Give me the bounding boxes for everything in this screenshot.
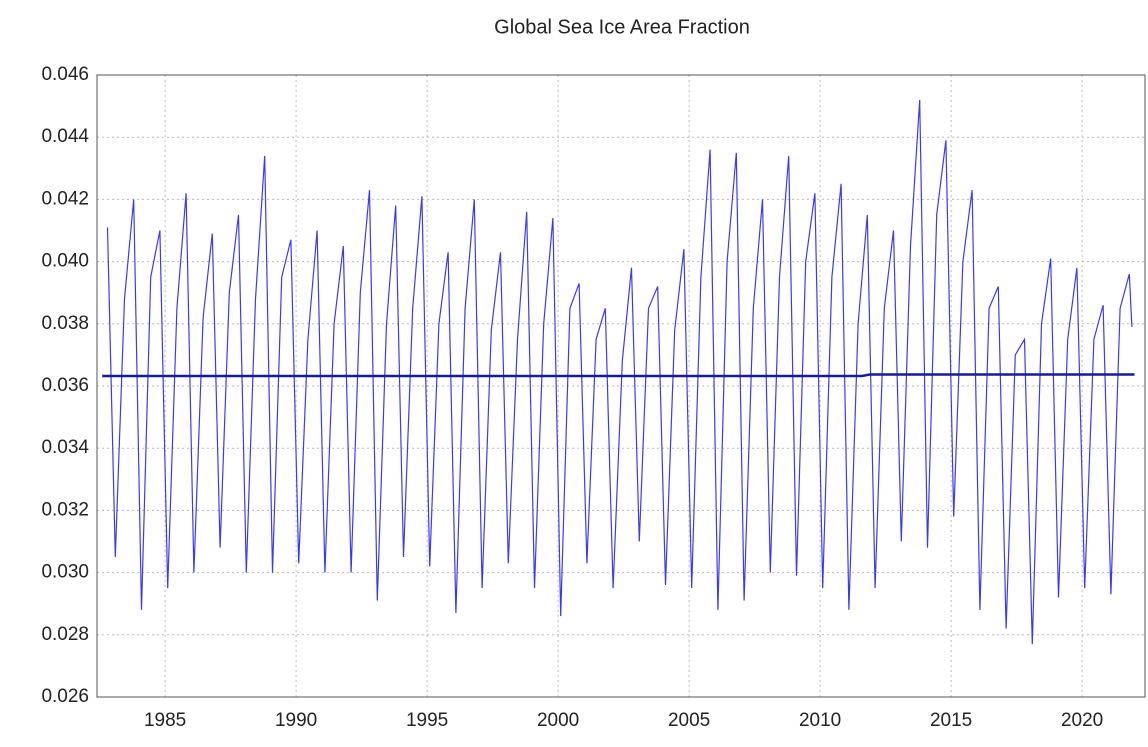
- y-tick-label: 0.042: [41, 188, 89, 209]
- y-tick-label: 0.038: [41, 313, 89, 334]
- x-tick-label: 1990: [275, 710, 317, 731]
- y-tick-label: 0.026: [41, 686, 89, 707]
- y-tick-label: 0.032: [41, 499, 89, 520]
- x-tick-label: 1995: [406, 710, 448, 731]
- x-tick-label: 1985: [144, 710, 186, 731]
- x-tick-label: 2010: [799, 710, 841, 731]
- y-tick-label: 0.044: [41, 126, 89, 147]
- y-tick-label: 0.040: [41, 251, 89, 272]
- chart-title: Global Sea Ice Area Fraction: [494, 16, 750, 38]
- y-tick-label: 0.046: [41, 64, 89, 85]
- y-tick-label: 0.036: [41, 375, 89, 396]
- series-line: [102, 373, 1135, 378]
- plot-frame: [96, 74, 1146, 698]
- y-tick-label: 0.028: [41, 624, 89, 645]
- x-tick-label: 2000: [537, 710, 579, 731]
- x-tick-label: 2015: [930, 710, 972, 731]
- y-tick-label: 0.030: [41, 562, 89, 583]
- series-line: [106, 99, 1133, 645]
- y-tick-label: 0.034: [41, 437, 89, 458]
- x-tick-label: 2005: [668, 710, 710, 731]
- x-tick-label: 2020: [1061, 710, 1103, 731]
